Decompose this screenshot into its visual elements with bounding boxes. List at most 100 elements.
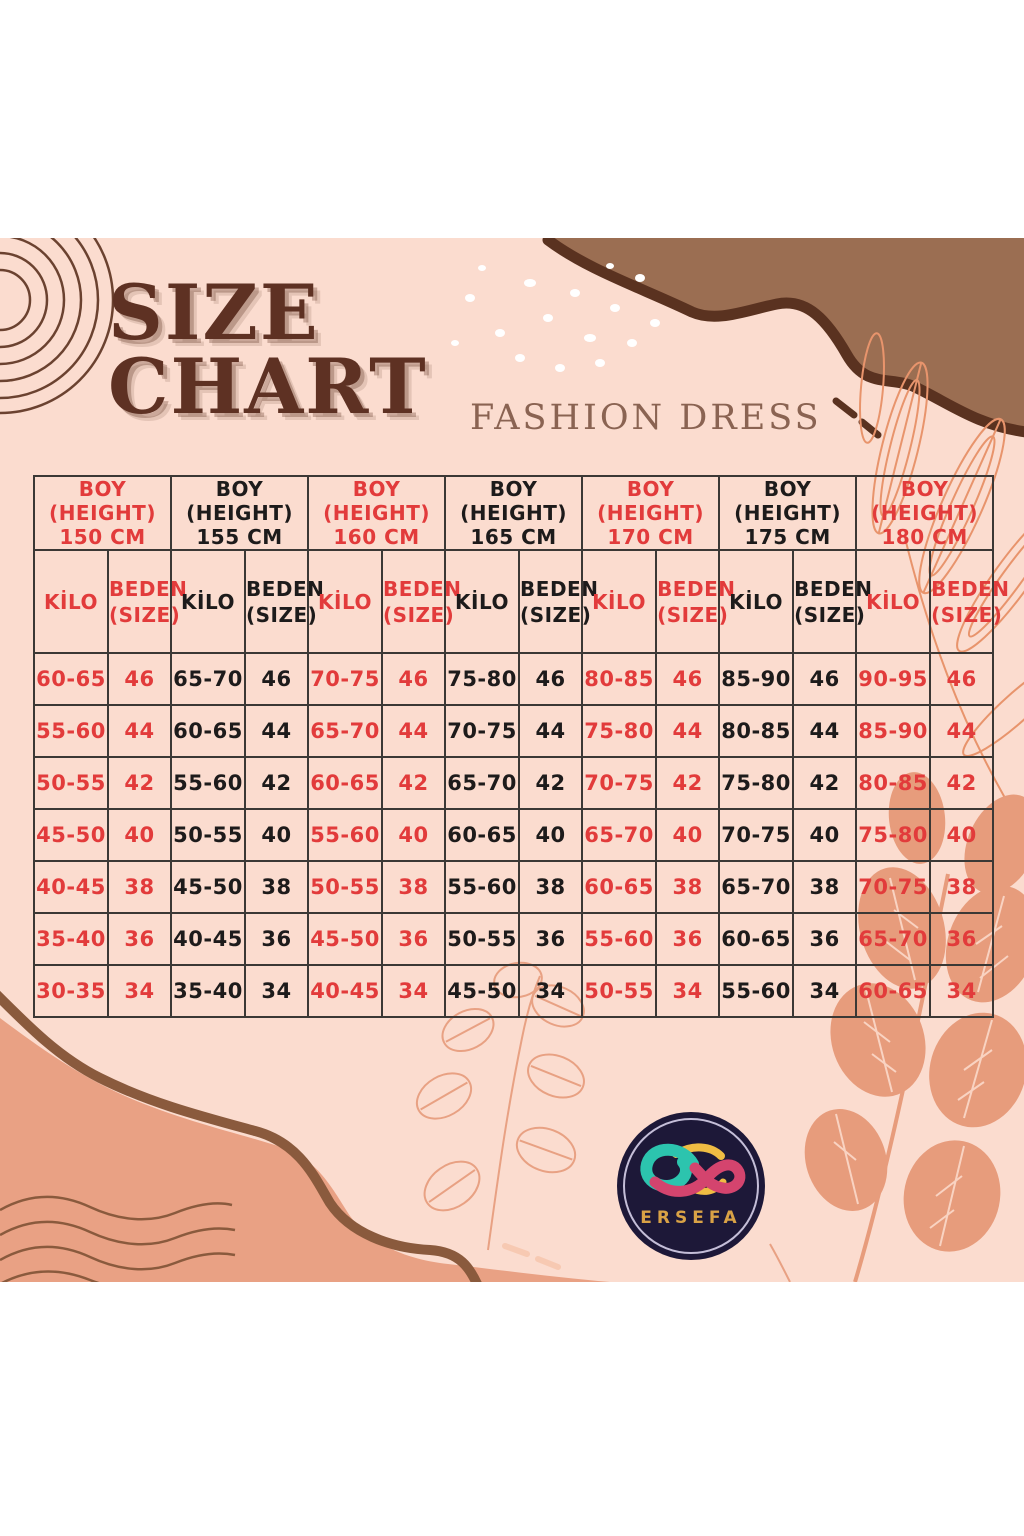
kilo-cell: 40-45 [33, 860, 109, 914]
kilo-cell: 70-75 [718, 808, 795, 862]
size-cell: 42 [792, 756, 858, 810]
size-cell: 44 [244, 704, 310, 758]
kilo-cell: 75-80 [581, 704, 658, 758]
height-header-180cm: BOY (HEIGHT) 180 CM [855, 475, 995, 551]
kilo-cell: 80-85 [581, 652, 658, 706]
size-table: BOY (HEIGHT) 150 CM BOY (HEIGHT) 155 CM BOY (HE… [32, 475, 1009, 1018]
beden-header: BEDEN (SIZE) [929, 549, 1009, 654]
size-cell: 42 [106, 756, 173, 810]
size-cell: 38 [244, 860, 310, 914]
kilo-cell: 60-65 [170, 704, 247, 758]
size-cell: 42 [244, 756, 310, 810]
size-cell: 44 [792, 704, 858, 758]
kilo-cell: 65-70 [855, 912, 932, 966]
kilo-cell: 70-75 [444, 704, 521, 758]
kilo-header: KİLO [444, 549, 521, 654]
table-row: 45-50 40 50-55 40 55-60 40 60-65 40 65-70 40 70-75… [33, 808, 995, 862]
size-cell: 40 [792, 808, 858, 862]
size-cell: 44 [518, 704, 584, 758]
kilo-cell: 70-75 [307, 652, 384, 706]
size-cell: 36 [244, 912, 310, 966]
kilo-cell: 85-90 [855, 704, 932, 758]
size-cell: 36 [518, 912, 584, 966]
height-header-175cm: BOY (HEIGHT) 175 CM [718, 475, 858, 551]
kilo-cell: 65-70 [581, 808, 658, 862]
size-cell: 46 [655, 652, 721, 706]
beden-header: BEDEN (SIZE) [518, 549, 598, 654]
size-cell: 36 [929, 912, 995, 966]
kilo-cell: 65-70 [444, 756, 521, 810]
size-cell: 38 [929, 860, 995, 914]
kilo-cell: 75-80 [444, 652, 521, 706]
size-cell: 34 [106, 964, 173, 1018]
size-cell: 46 [381, 652, 447, 706]
kilo-cell: 60-65 [855, 964, 932, 1018]
kilo-cell: 60-65 [33, 652, 109, 706]
kilo-cell: 75-80 [855, 808, 932, 862]
size-cell: 46 [929, 652, 995, 706]
kilo-cell: 60-65 [444, 808, 521, 862]
size-cell: 40 [106, 808, 173, 862]
kilo-header: KİLO [581, 549, 658, 654]
size-cell: 46 [792, 652, 858, 706]
kilo-cell: 70-75 [581, 756, 658, 810]
beden-header: BEDEN (SIZE) [381, 549, 461, 654]
size-cell: 34 [381, 964, 447, 1018]
size-cell: 44 [381, 704, 447, 758]
size-cell: 34 [655, 964, 721, 1018]
table-row: 60-65 46 65-70 46 70-75 46 75-80 46 80-85 46 85-90… [33, 652, 995, 706]
size-cell: 38 [518, 860, 584, 914]
kilo-cell: 30-35 [33, 964, 109, 1018]
table-row: 30-35 34 35-40 34 40-45 34 45-50 34 50-55 34 55-60… [33, 964, 995, 1018]
kilo-cell: 45-50 [170, 860, 247, 914]
white-specks-decoration [451, 263, 660, 372]
size-cell: 40 [244, 808, 310, 862]
kilo-cell: 55-60 [307, 808, 384, 862]
table-row: 50-55 42 55-60 42 60-65 42 65-70 42 70-75 42 75-80… [33, 756, 995, 810]
height-header-155cm: BOY (HEIGHT) 155 CM [170, 475, 310, 551]
wavy-lines-decoration [0, 1195, 236, 1282]
page-subtitle: FASHION DRESS [470, 398, 822, 438]
kilo-cell: 70-75 [855, 860, 932, 914]
size-cell: 42 [655, 756, 721, 810]
kilo-cell: 75-80 [718, 756, 795, 810]
beden-header: BEDEN (SIZE) [655, 549, 735, 654]
kilo-cell: 45-50 [444, 964, 521, 1018]
table-row: 40-45 38 45-50 38 50-55 38 55-60 38 60-65 38 65-70… [33, 860, 995, 914]
kilo-cell: 35-40 [170, 964, 247, 1018]
size-cell: 44 [655, 704, 721, 758]
kilo-cell: 65-70 [307, 704, 384, 758]
size-cell: 44 [106, 704, 173, 758]
kilo-cell: 90-95 [855, 652, 932, 706]
kilo-cell: 50-55 [33, 756, 109, 810]
beden-header: BEDEN (SIZE) [106, 549, 187, 654]
size-cell: 38 [106, 860, 173, 914]
size-cell: 42 [929, 756, 995, 810]
size-cell: 36 [381, 912, 447, 966]
kilo-cell: 80-85 [718, 704, 795, 758]
size-cell: 46 [106, 652, 173, 706]
kilo-header: KİLO [307, 549, 384, 654]
kilo-cell: 55-60 [170, 756, 247, 810]
infinity-swirl-icon [640, 1143, 746, 1197]
height-header-165cm: BOY (HEIGHT) 165 CM [444, 475, 584, 551]
height-header-150cm: BOY (HEIGHT) 150 CM [32, 475, 173, 551]
size-cell: 36 [792, 912, 858, 966]
brand-logo: ERSEFA [617, 1112, 765, 1260]
brand-name: ERSEFA [640, 1208, 742, 1228]
poster-canvas: SIZE CHART FASHION DRESS BOY (HEIGHT) 150 … [0, 238, 1024, 1282]
kilo-cell: 40-45 [307, 964, 384, 1018]
size-cell: 36 [106, 912, 173, 966]
size-cell: 34 [518, 964, 584, 1018]
size-cell: 38 [792, 860, 858, 914]
kilo-cell: 50-55 [444, 912, 521, 966]
kilo-cell: 35-40 [33, 912, 109, 966]
kilo-header: KİLO [855, 549, 932, 654]
size-cell: 42 [381, 756, 447, 810]
beden-header: BEDEN (SIZE) [792, 549, 872, 654]
kilo-cell: 85-90 [718, 652, 795, 706]
kilo-cell: 50-55 [307, 860, 384, 914]
size-cell: 38 [655, 860, 721, 914]
kilo-cell: 45-50 [33, 808, 109, 862]
